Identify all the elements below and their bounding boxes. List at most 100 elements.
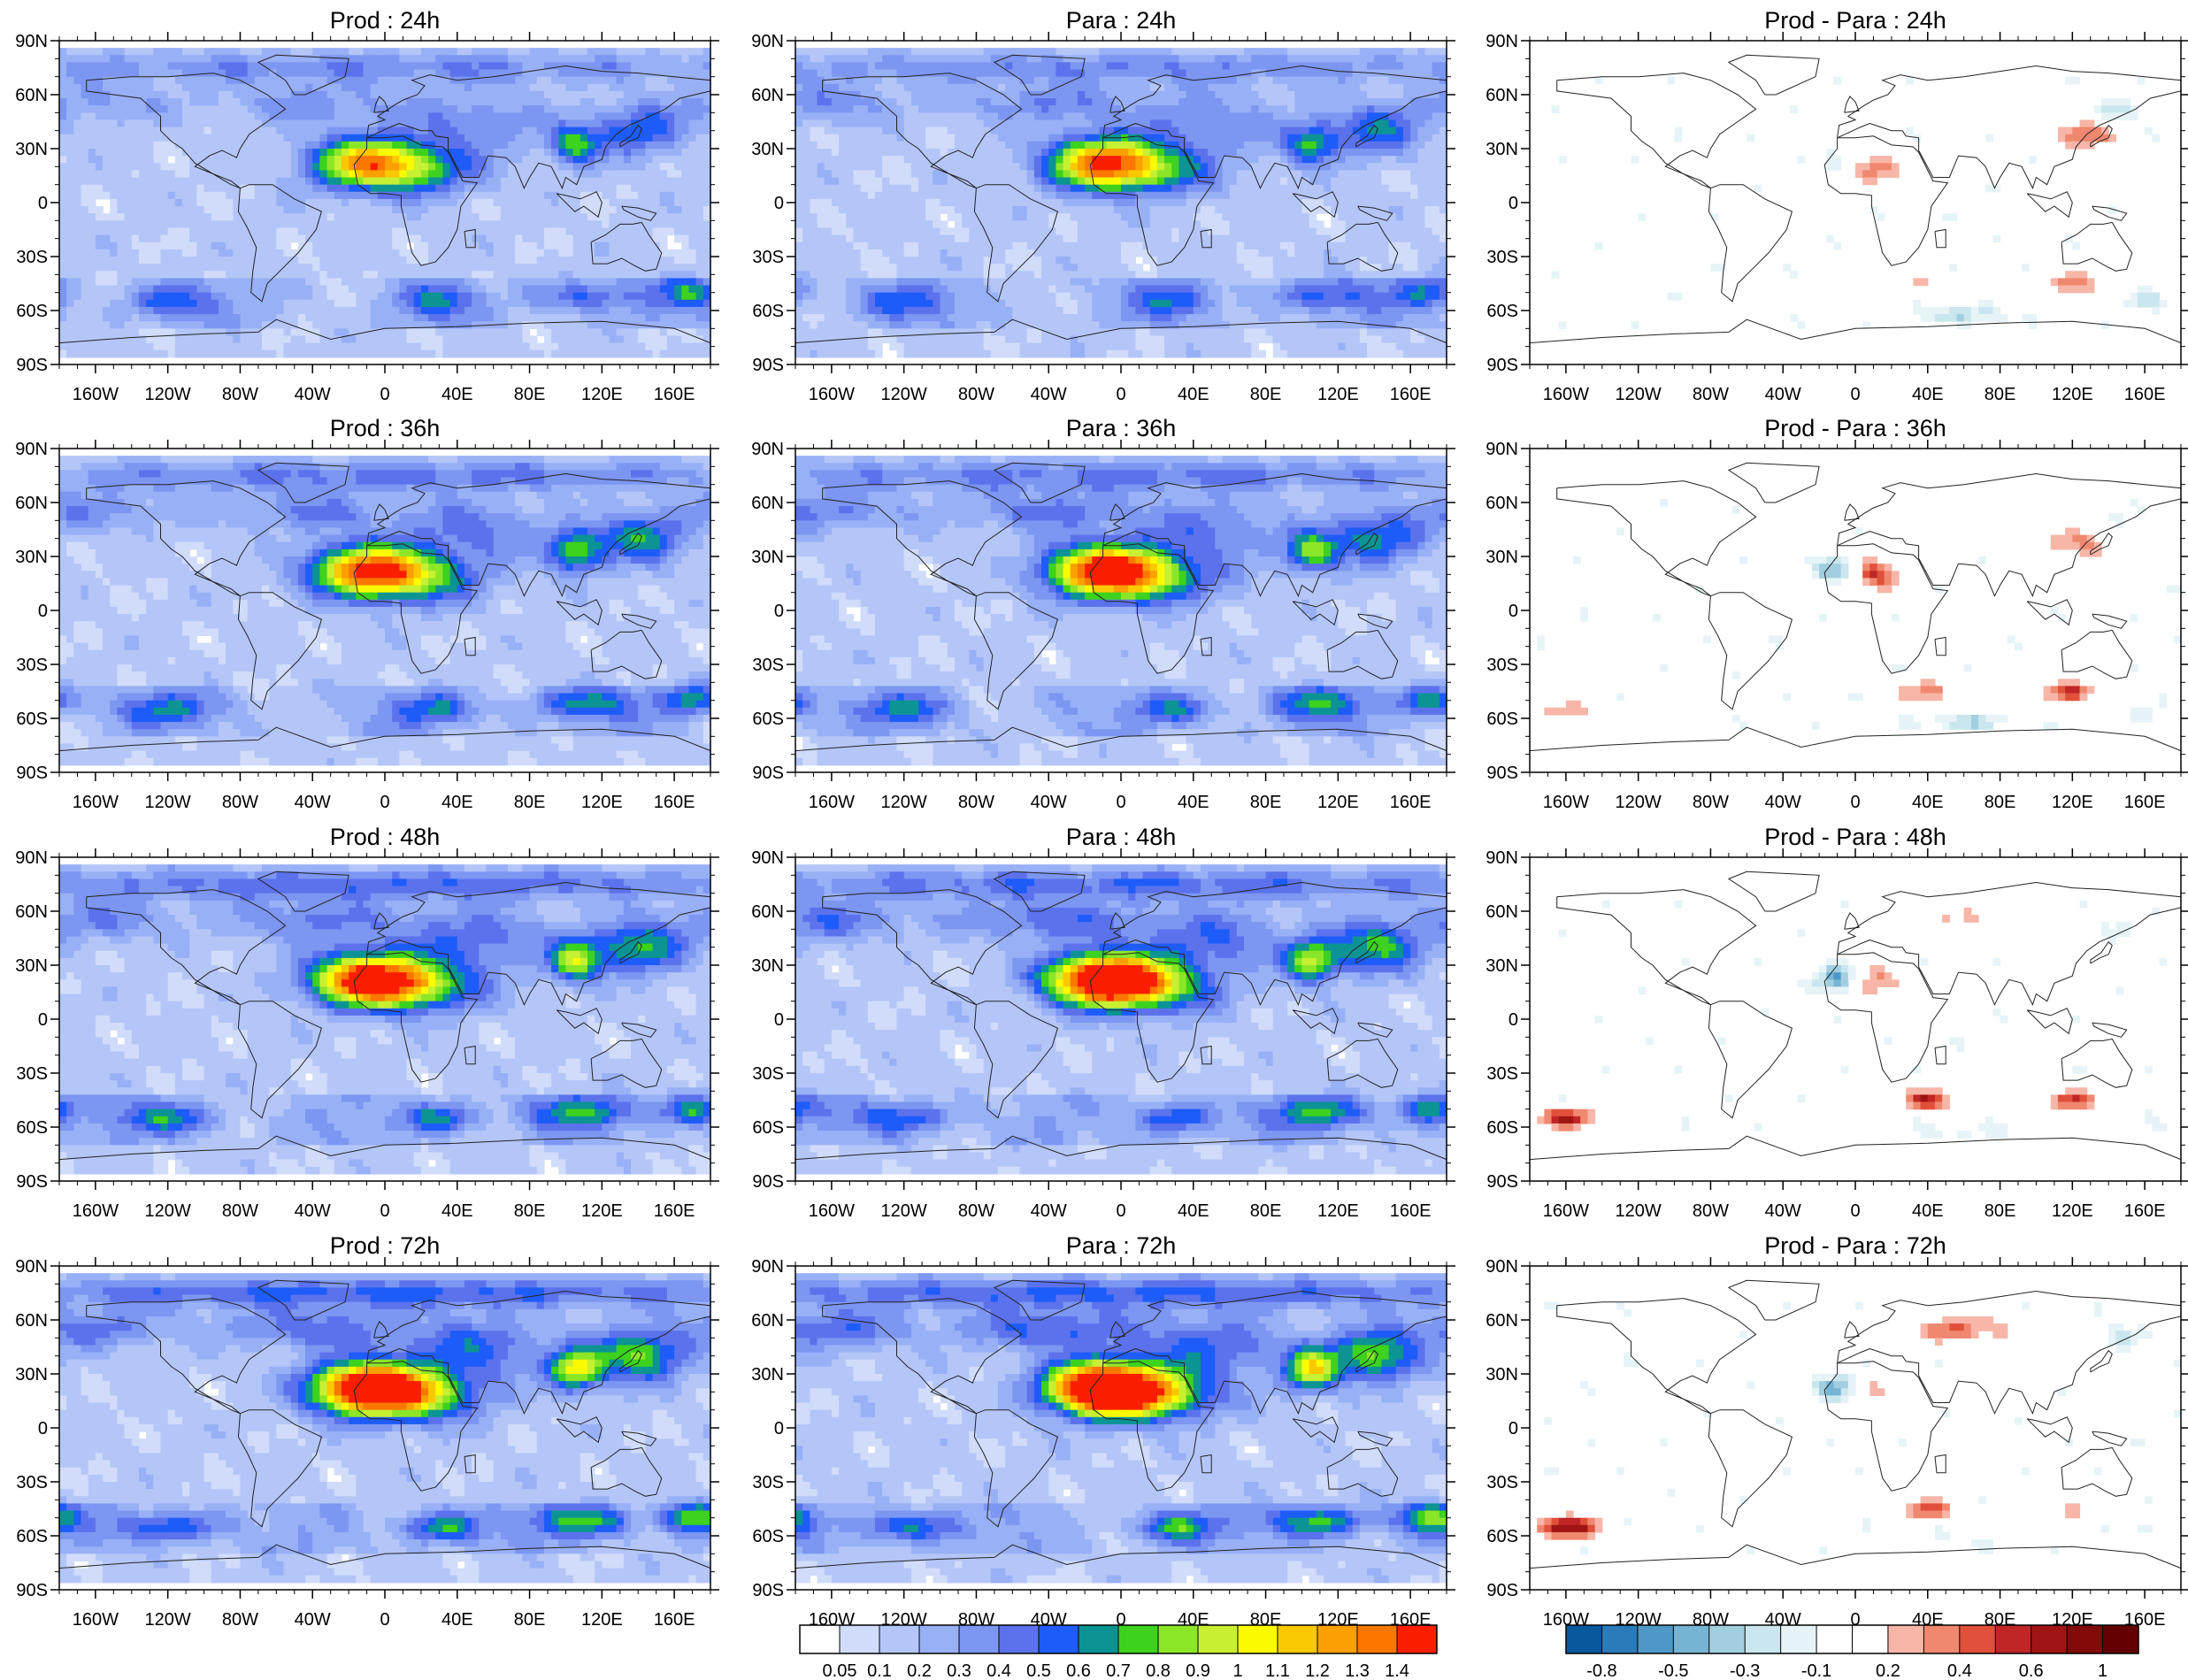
field-cell [305, 257, 313, 265]
field-cell [73, 84, 81, 92]
field-cell [96, 156, 104, 164]
field-cell [688, 307, 696, 315]
field-cell [486, 70, 494, 78]
field-cell [88, 343, 96, 351]
field-cell [544, 213, 552, 221]
field-cell [385, 350, 393, 358]
field-cell [667, 314, 675, 322]
field-cell [248, 62, 256, 70]
field-cell [610, 192, 618, 200]
field-cell [132, 235, 140, 243]
field-cell [508, 293, 516, 301]
field-cell [696, 127, 704, 135]
field-cell [160, 242, 168, 250]
field-cell [522, 112, 530, 120]
field-cell [240, 192, 248, 200]
field-cell [363, 156, 371, 164]
field-cell [610, 105, 618, 113]
field-cell [305, 278, 313, 286]
field-cell [269, 84, 277, 92]
field-cell [486, 77, 494, 85]
field-cell [189, 314, 197, 322]
field-cell [610, 314, 618, 322]
field-cell [66, 91, 74, 99]
field-cell [501, 70, 509, 78]
field-cell [1005, 48, 1013, 56]
field-cell [624, 163, 632, 171]
field-cell [371, 264, 379, 272]
field-cell [486, 84, 494, 92]
field-cell [414, 300, 422, 308]
field-cell [479, 199, 487, 207]
field-cell [219, 213, 226, 221]
field-cell [565, 293, 573, 301]
field-cell [125, 192, 133, 200]
field-cell [226, 213, 234, 221]
field-cell [645, 48, 653, 56]
field-cell [435, 227, 443, 235]
field-cell [617, 328, 625, 336]
field-cell [59, 321, 67, 329]
field-cell [457, 300, 465, 308]
field-cell [450, 213, 458, 221]
field-cell [551, 307, 559, 315]
field-cell [160, 235, 168, 243]
field-cell [544, 48, 552, 56]
field-cell [334, 142, 342, 150]
field-cell [479, 55, 487, 63]
field-cell [110, 242, 118, 250]
field-cell [342, 149, 349, 157]
field-cell [59, 242, 67, 250]
field-cell [240, 271, 248, 279]
field-cell [175, 264, 183, 272]
field-cell [558, 249, 566, 257]
field-cell [334, 62, 342, 70]
field-cell [356, 105, 364, 113]
field-cell [681, 293, 689, 301]
field-cell [182, 257, 190, 265]
field-cell [414, 220, 422, 228]
field-cell [414, 278, 422, 286]
field-cell [392, 220, 400, 228]
field-cell [494, 300, 502, 308]
field-cell [595, 300, 603, 308]
field-cell [81, 170, 89, 178]
field-cell [602, 127, 610, 135]
field-cell [558, 257, 566, 265]
field-cell [696, 257, 704, 265]
field-cell [59, 199, 67, 207]
field-cell [81, 98, 89, 106]
field-cell [334, 249, 342, 257]
field-cell [472, 142, 480, 150]
field-cell [226, 350, 234, 358]
field-cell [537, 178, 545, 186]
field-cell [681, 199, 689, 207]
field-cell [399, 105, 407, 113]
field-cell [146, 119, 154, 127]
field-cell [595, 220, 603, 228]
field-cell [435, 127, 443, 135]
field-cell [464, 127, 472, 135]
field-cell [522, 286, 530, 294]
field-cell [226, 293, 234, 301]
field-cell [66, 206, 74, 214]
y-tick-label: 90S [16, 356, 48, 375]
field-cell [110, 286, 118, 294]
field-cell [226, 192, 234, 200]
field-cell [544, 185, 552, 193]
field-cell [421, 278, 429, 286]
field-cell [175, 335, 183, 343]
field-cell [660, 213, 668, 221]
field-cell [319, 170, 327, 178]
field-cell [88, 335, 96, 343]
field-cell [81, 84, 89, 92]
field-cell [291, 286, 299, 294]
field-cell [442, 249, 450, 257]
field-cell [88, 278, 96, 286]
field-cell [558, 264, 566, 272]
field-cell [319, 192, 327, 200]
field-cell [146, 249, 154, 257]
field-cell [139, 278, 147, 286]
field-cell [667, 178, 675, 186]
field-cell [349, 278, 357, 286]
